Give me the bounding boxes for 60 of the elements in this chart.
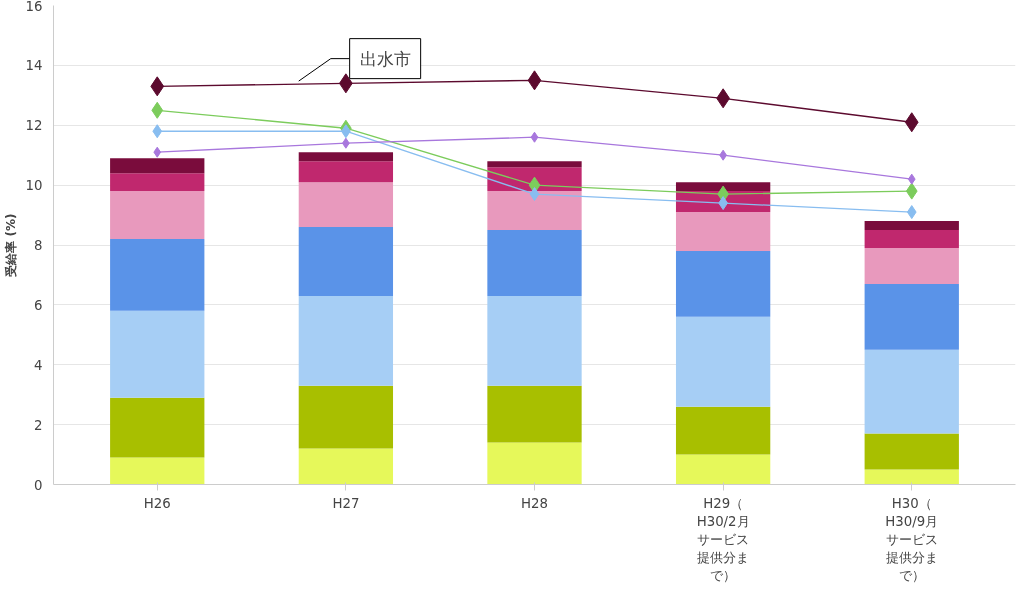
- bar: [864, 283, 959, 350]
- bar: [675, 454, 771, 485]
- y-tick-label: 8: [34, 238, 43, 253]
- bar: [298, 295, 394, 386]
- bar: [298, 448, 394, 485]
- bar: [864, 221, 959, 231]
- bar: [864, 349, 959, 434]
- bar: [487, 385, 582, 443]
- point: [907, 173, 916, 185]
- x-tick-label: H26: [143, 495, 171, 511]
- series-label: 出水市: [359, 48, 411, 69]
- bar: [864, 230, 959, 248]
- bar: [675, 250, 771, 317]
- bar: [298, 152, 394, 162]
- bar: [487, 161, 582, 168]
- y-tick-label: 6: [34, 297, 43, 313]
- bar: [675, 212, 771, 251]
- x-tick-label: H27: [332, 495, 360, 511]
- bar: [110, 457, 205, 485]
- point: [905, 182, 918, 200]
- point: [530, 131, 539, 143]
- bar: [110, 173, 205, 192]
- y-axis-title: 受給率 (%): [3, 213, 18, 278]
- bar: [487, 230, 582, 296]
- point: [906, 205, 917, 220]
- bar: [487, 191, 582, 231]
- y-tick-label: 2: [34, 417, 43, 433]
- bar: [864, 433, 959, 470]
- bar: [110, 397, 205, 458]
- y-tick-label: 4: [34, 357, 43, 373]
- point: [153, 146, 162, 158]
- bar: [675, 316, 771, 407]
- bar: [110, 158, 205, 174]
- bar: [298, 182, 394, 228]
- bar: [110, 239, 205, 311]
- bar: [298, 227, 394, 296]
- y-tick-label: 14: [25, 58, 43, 74]
- point: [527, 70, 542, 91]
- x-tick-label: H30（H30/9月サービス提供分まで）: [885, 495, 939, 583]
- x-tick-label: H28: [521, 495, 548, 511]
- bar: [298, 385, 394, 449]
- bar: [110, 191, 205, 240]
- bar: [675, 182, 771, 192]
- bar: [298, 161, 394, 183]
- point: [151, 101, 164, 119]
- bar: [487, 295, 582, 386]
- bar: [110, 310, 205, 398]
- y-tick-label: 12: [25, 118, 43, 134]
- y-tick-label: 16: [25, 0, 43, 14]
- point: [529, 187, 540, 202]
- point: [904, 112, 919, 133]
- bar: [675, 406, 771, 455]
- point: [150, 76, 165, 97]
- bar: [487, 442, 582, 485]
- y-tick-label: 0: [34, 477, 43, 493]
- x-tick-label: H29（H30/2月サービス提供分まで）: [696, 495, 750, 583]
- point: [152, 124, 163, 139]
- y-tick-label: 10: [25, 178, 43, 194]
- bar: [864, 247, 959, 284]
- bar: [864, 469, 959, 485]
